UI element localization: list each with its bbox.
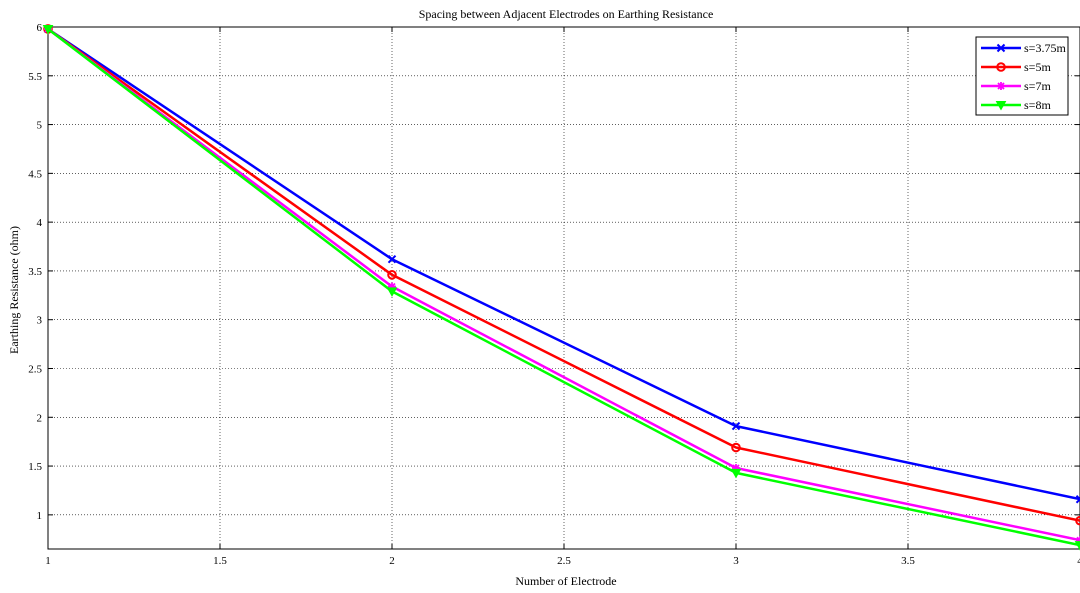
- y-tick-label: 4.5: [28, 168, 42, 180]
- grid: [48, 27, 1080, 549]
- data-point: [731, 442, 741, 453]
- legend-label: s=8m: [1024, 98, 1051, 112]
- y-tick-label: 2: [37, 412, 43, 424]
- data-point: [995, 101, 1007, 111]
- series-line: [47, 27, 1080, 501]
- legend-entry: s=8m: [981, 98, 1051, 112]
- legend-entry: s=3.75m: [981, 41, 1066, 55]
- x-tick-label: 4: [1077, 555, 1080, 567]
- series-1: [43, 24, 1080, 526]
- data-point: [997, 82, 1005, 90]
- series-line: [47, 28, 1080, 547]
- chart-title: Spacing between Adjacent Electrodes on E…: [419, 7, 714, 21]
- y-tick-label: 5.5: [28, 71, 42, 83]
- legend-entry: s=5m: [981, 60, 1051, 74]
- y-tick-label: 1: [37, 510, 43, 522]
- series-line: [47, 27, 1080, 542]
- axis-ticks: 1 1.5 2 2.5 3 3.5 4 1 1.5 2 2.5 3 3.5 4 4.5 5 5.5 6: [28, 22, 1080, 567]
- legend: s=3.75m s=5m s=7m s=8m: [975, 36, 1069, 116]
- legend-label: s=7m: [1024, 79, 1051, 93]
- legend-box: [975, 36, 1069, 116]
- y-tick-label: 3.5: [28, 266, 42, 278]
- data-point: [387, 270, 397, 280]
- x-tick-label: 1.5: [213, 555, 227, 567]
- y-tick-label: 2.5: [28, 363, 42, 375]
- x-tick-label: 2: [389, 555, 395, 567]
- y-tick-label: 6: [37, 22, 43, 34]
- data-point: [1074, 541, 1080, 551]
- data-point: [731, 421, 741, 431]
- legend-label: s=5m: [1024, 60, 1051, 74]
- x-tick-label: 1: [45, 555, 51, 567]
- series: [42, 24, 1080, 551]
- y-tick-label: 4: [37, 217, 43, 229]
- data-point: [996, 62, 1006, 72]
- series-line: [47, 27, 1080, 522]
- x-tick-label: 2.5: [557, 555, 571, 567]
- data-point: [730, 468, 742, 479]
- y-axis-title: Earthing Resistance (ohm): [7, 226, 21, 354]
- data-point: [387, 255, 397, 264]
- data-point: [996, 43, 1006, 53]
- legend-entry: s=7m: [981, 79, 1051, 93]
- y-tick-label: 1.5: [28, 461, 42, 473]
- series-3: [42, 24, 1080, 551]
- data-point: [1075, 495, 1080, 504]
- data-point: [386, 287, 398, 297]
- data-point: [42, 24, 54, 35]
- series-0: [43, 24, 1080, 504]
- y-tick-label: 3: [37, 315, 43, 327]
- x-axis-title: Number of Electrode: [515, 574, 616, 588]
- x-tick-label: 3: [733, 555, 739, 567]
- x-tick-label: 3.5: [901, 555, 915, 567]
- y-tick-label: 5: [37, 120, 43, 132]
- legend-label: s=3.75m: [1024, 41, 1066, 55]
